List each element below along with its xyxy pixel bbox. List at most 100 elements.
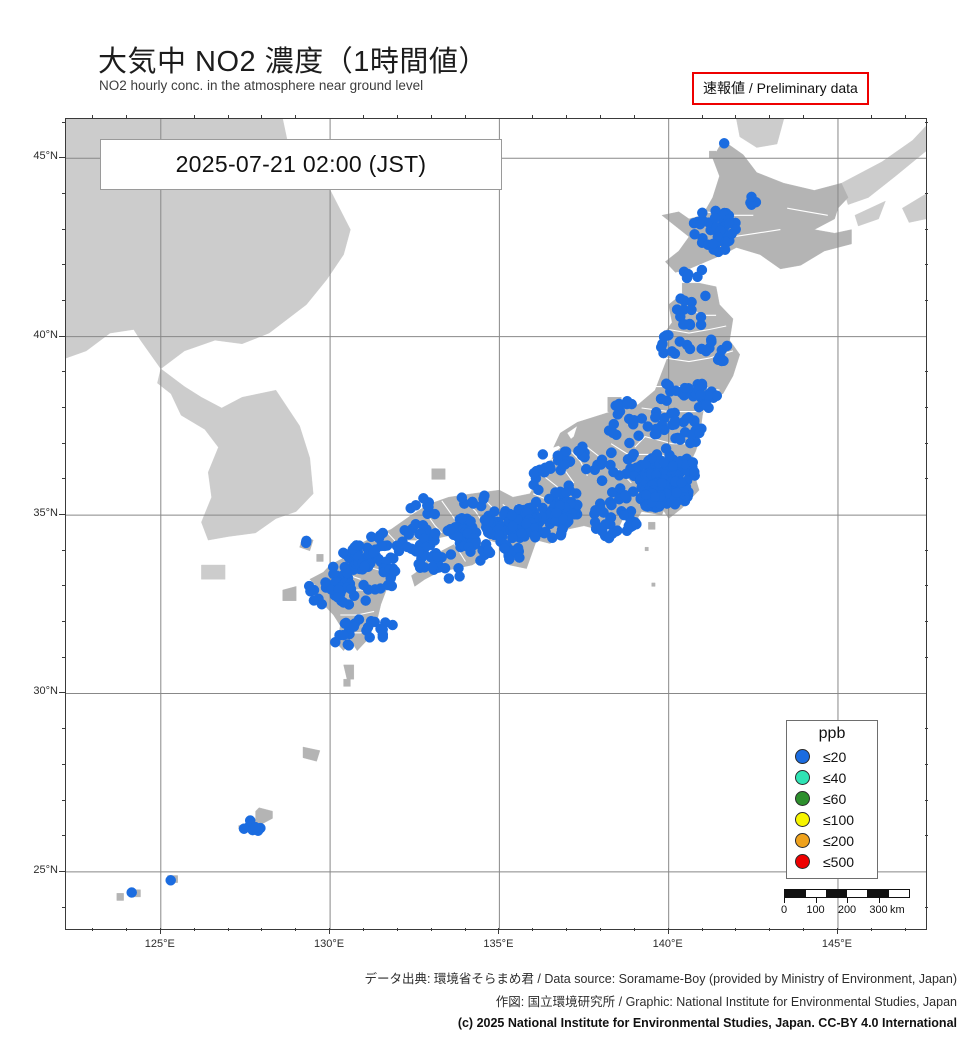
legend-row-0[interactable]: ≤20	[787, 746, 877, 767]
station-point	[667, 460, 679, 472]
station-point	[631, 518, 642, 530]
station-point	[126, 887, 137, 898]
x-axis-minor-tick-138	[599, 928, 601, 931]
foreign-land-6	[201, 564, 226, 580]
y-axis-label-45: 45°N	[33, 150, 58, 163]
station-point	[649, 491, 661, 503]
station-point	[415, 559, 426, 570]
y-axis-minor-tick-41	[62, 299, 65, 301]
station-point	[359, 561, 370, 572]
scale-seg-1	[785, 890, 806, 897]
station-point	[560, 487, 572, 498]
japan-land-18	[116, 893, 124, 901]
legend-label: ≤500	[823, 853, 855, 870]
scale-bar-ticks	[784, 898, 910, 904]
y-axis-minor-tick-right-46	[925, 121, 928, 123]
legend-row-5[interactable]: ≤500	[787, 851, 877, 872]
legend-swatch-icon	[795, 854, 810, 869]
station-point	[465, 516, 476, 527]
y-axis-minor-tick-27	[62, 799, 65, 801]
station-point	[671, 304, 683, 315]
y-axis-tick-25	[59, 870, 65, 872]
station-point	[633, 430, 644, 441]
station-point	[640, 489, 652, 501]
station-point	[679, 295, 690, 306]
legend-box: ppb ≤20 ≤40 ≤60 ≤100 ≤200 ≤500	[786, 720, 878, 879]
station-point	[682, 268, 694, 280]
legend-row-3[interactable]: ≤100	[787, 809, 877, 830]
station-point	[375, 623, 386, 635]
station-point	[700, 399, 712, 410]
scale-label-300: 300	[869, 904, 888, 916]
y-axis-tick-30	[59, 692, 65, 694]
y-axis-label-40: 40°N	[33, 328, 58, 341]
station-point	[573, 445, 584, 457]
legend-row-2[interactable]: ≤60	[787, 788, 877, 809]
station-point	[413, 546, 425, 557]
station-point	[674, 336, 686, 347]
x-axis-minor-tick-top-126	[193, 115, 195, 118]
station-point	[642, 421, 654, 432]
station-point	[445, 549, 457, 560]
legend-row-4[interactable]: ≤200	[787, 830, 877, 851]
y-axis-minor-tick-33	[62, 585, 65, 587]
y-axis-minor-tick-right-43	[925, 228, 928, 230]
station-point	[685, 437, 696, 449]
station-point	[467, 496, 478, 508]
scale-seg-5	[868, 890, 890, 897]
station-point	[456, 492, 468, 503]
station-point	[559, 459, 571, 470]
x-axis-tick-140	[667, 928, 669, 934]
x-axis-minor-tick-132	[396, 928, 398, 931]
x-axis-label-145: 145°E	[821, 938, 852, 950]
x-axis-minor-tick-134	[464, 928, 466, 931]
x-axis-minor-tick-top-123	[92, 115, 94, 118]
x-axis-label-125: 125°E	[144, 938, 175, 950]
station-point	[465, 546, 476, 557]
prefecture-border-7	[610, 443, 676, 459]
station-point	[655, 342, 667, 353]
station-point	[655, 393, 667, 405]
y-axis-minor-tick-29	[62, 728, 65, 730]
scale-tick-100	[815, 898, 817, 903]
scale-bar-labels: km 0 100 200 300	[781, 904, 910, 918]
y-axis-tick-40	[59, 335, 65, 337]
station-point	[342, 568, 353, 579]
station-point	[606, 447, 617, 458]
scale-bar: km 0 100 200 300	[781, 889, 910, 918]
station-point	[499, 543, 510, 554]
scale-label-100: 100	[806, 904, 825, 916]
x-axis-label-135: 135°E	[483, 938, 514, 950]
japan-land-12	[343, 679, 351, 687]
x-axis-minor-tick-top-128	[261, 115, 263, 118]
footer-data-source: データ出典: 環境省そらまめ君 / Data source: Soramame-…	[364, 972, 957, 986]
station-point	[676, 477, 687, 489]
station-point	[695, 389, 706, 401]
station-point	[716, 355, 727, 367]
y-axis-label-35: 35°N	[33, 507, 58, 520]
station-point	[709, 212, 721, 224]
station-point	[514, 552, 525, 563]
japan-land-11	[343, 664, 354, 680]
scale-tick-0	[784, 898, 785, 903]
x-axis-minor-tick-147	[904, 928, 906, 931]
y-axis-minor-tick-right-28	[925, 763, 928, 765]
station-point	[590, 505, 601, 516]
legend-row-1[interactable]: ≤40	[787, 767, 877, 788]
y-axis-minor-tick-38	[62, 407, 65, 409]
station-point	[512, 542, 524, 554]
station-point	[429, 528, 441, 539]
station-point	[479, 514, 491, 526]
station-point	[608, 466, 619, 478]
station-point	[429, 508, 441, 520]
y-axis-minor-tick-37	[62, 442, 65, 444]
station-point	[454, 571, 465, 582]
prefecture-border-37	[732, 229, 781, 238]
station-point	[308, 595, 320, 606]
x-axis-minor-tick-144	[803, 928, 805, 931]
japan-land-1	[709, 150, 717, 159]
x-axis-minor-tick-139	[633, 928, 635, 931]
station-point	[618, 509, 630, 521]
x-axis-minor-tick-146	[870, 928, 872, 931]
x-axis-tick-135	[498, 928, 500, 934]
